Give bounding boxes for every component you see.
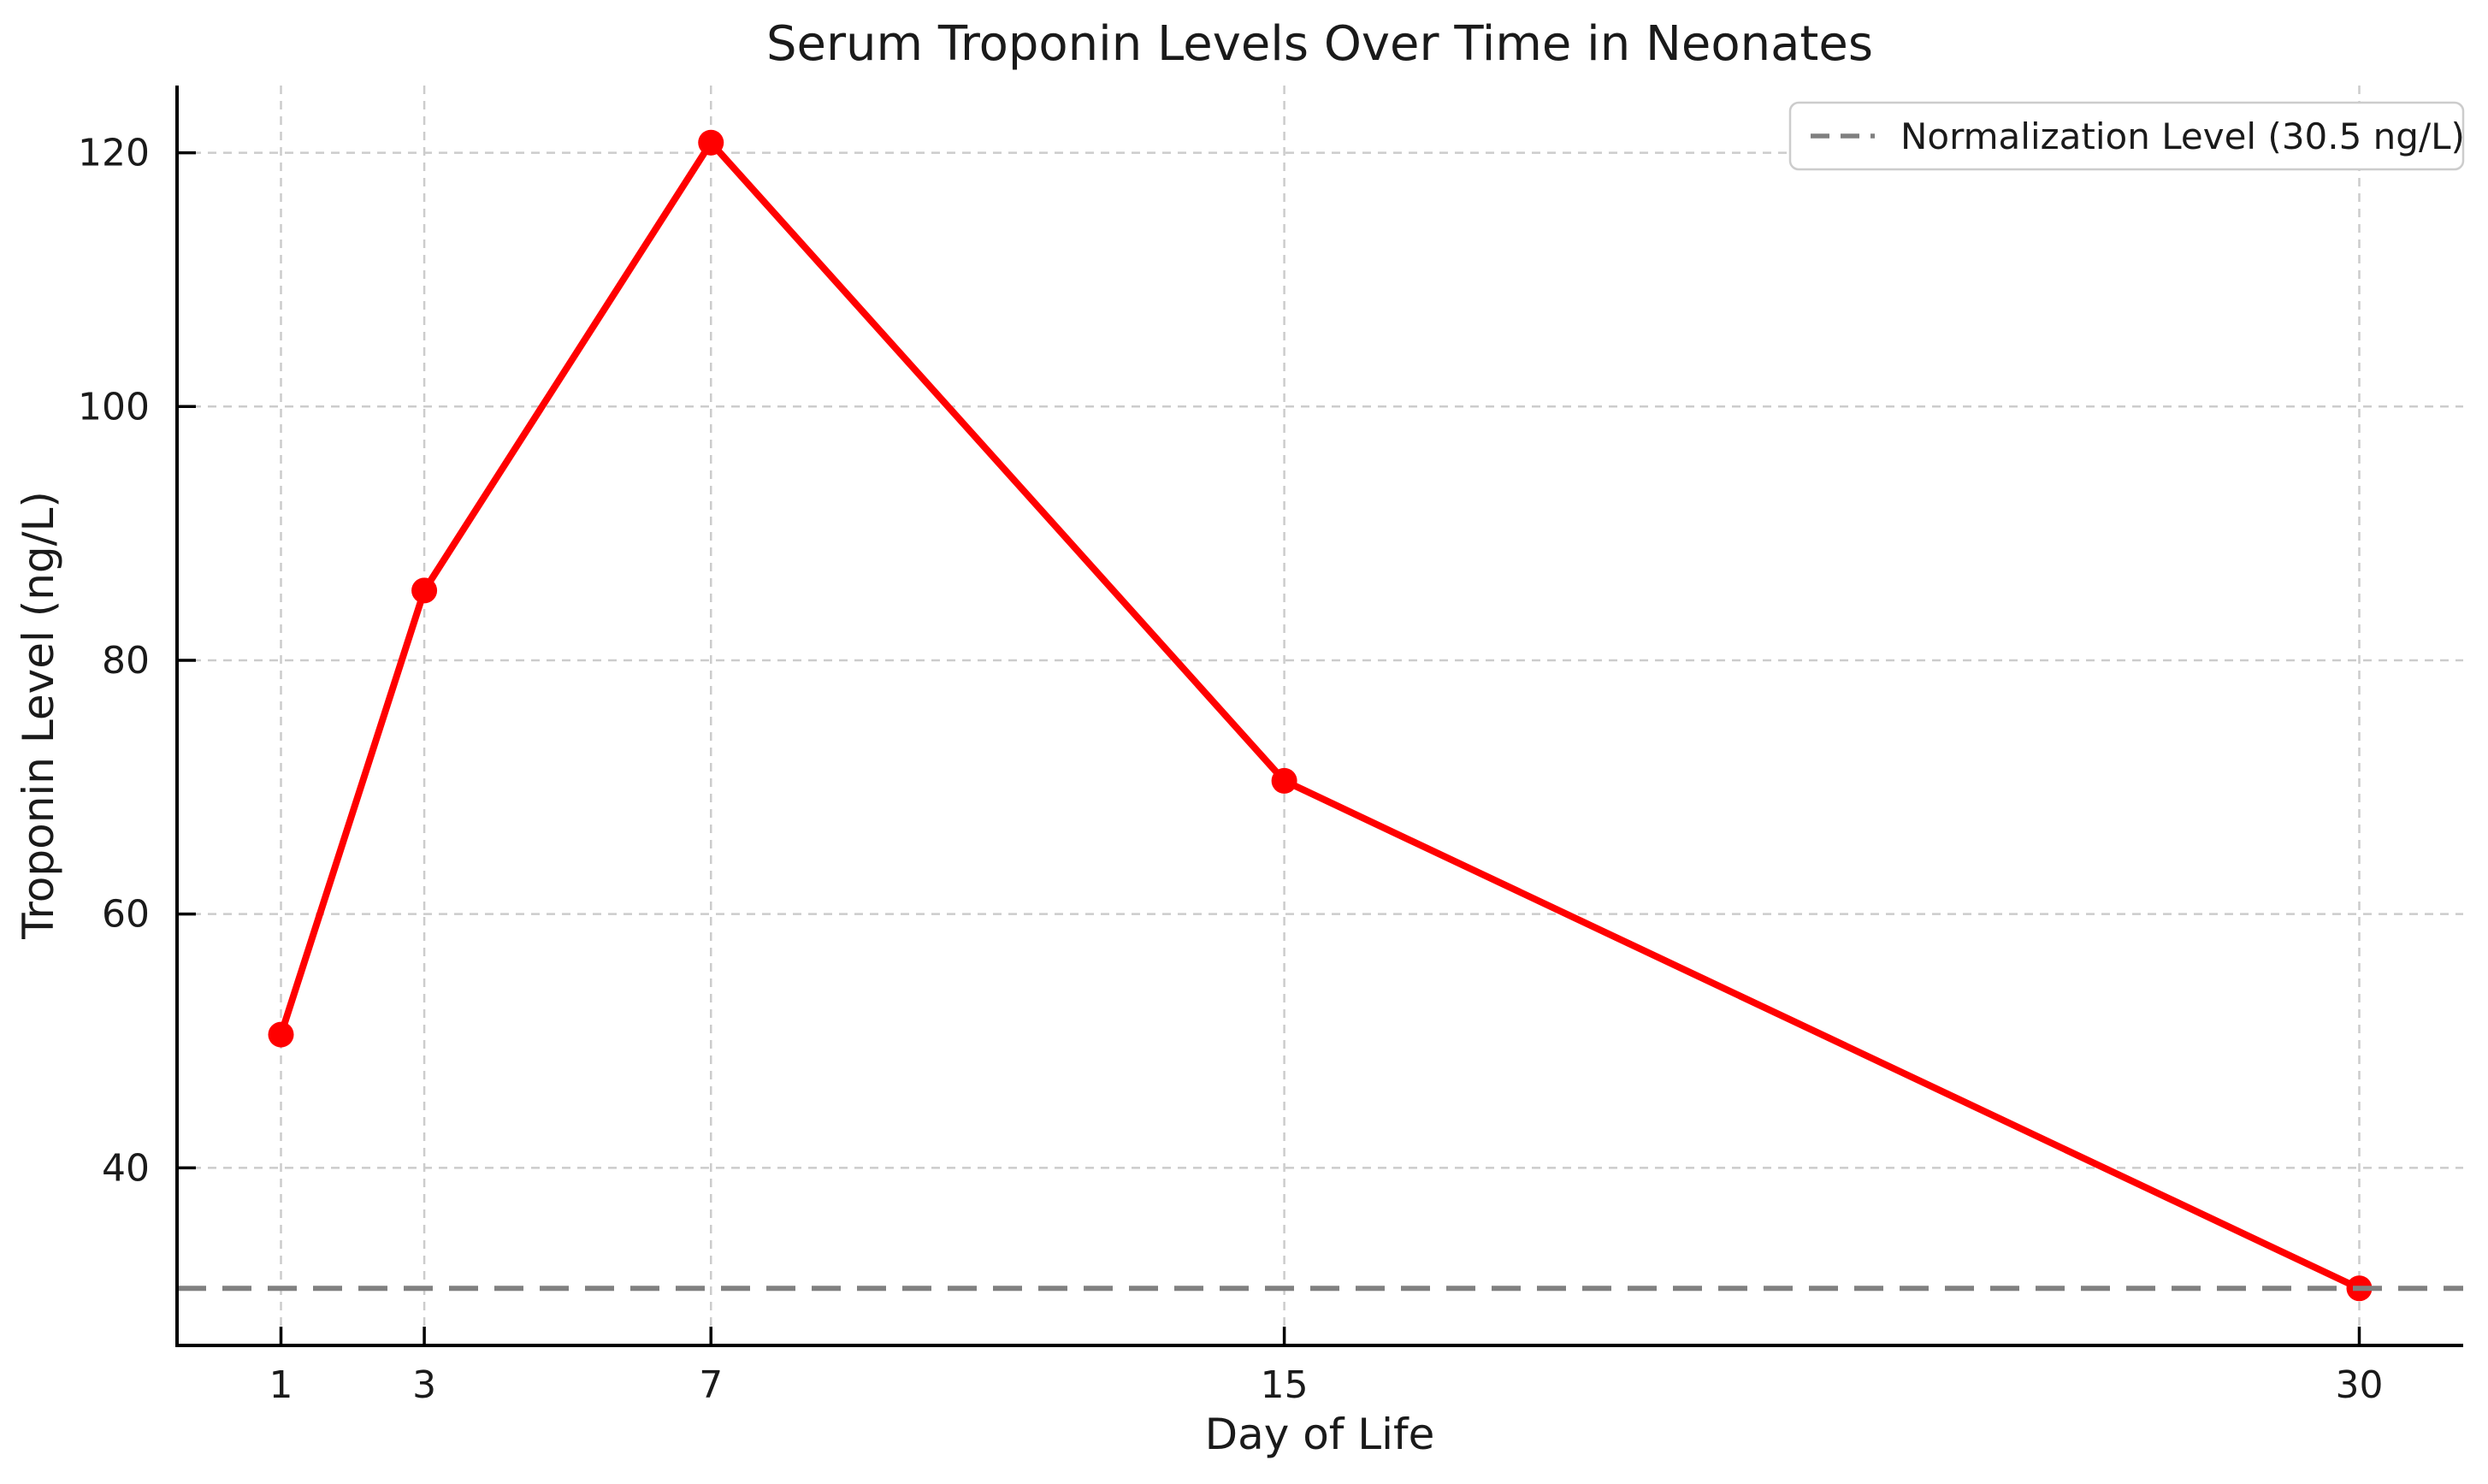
x-axis-label: Day of Life: [1205, 1410, 1435, 1459]
legend-label: Normalization Level (30.5 ng/L): [1900, 115, 2465, 157]
chart-title: Serum Troponin Levels Over Time in Neona…: [766, 16, 1873, 72]
data-point-marker: [411, 577, 438, 604]
y-tick-label: 80: [102, 639, 150, 683]
data-point-marker: [268, 1021, 294, 1048]
series-line: [277, 139, 2363, 1292]
axes-spines: [175, 86, 2463, 1347]
x-tick-label: 30: [2336, 1363, 2384, 1407]
x-tick-label: 1: [269, 1363, 293, 1407]
y-tick-label: 120: [78, 132, 150, 175]
y-axis-label: Troponin Level (ng/L): [14, 491, 63, 940]
y-tick-label: 60: [102, 893, 150, 937]
x-tick-label: 15: [1261, 1363, 1309, 1407]
y-tick-label: 40: [102, 1146, 150, 1190]
data-series: [268, 129, 2373, 1302]
legend-box: [1788, 101, 2465, 171]
tick-marks-and-labels: 1 3 7 15 30 40 60 80 100 120: [78, 132, 2383, 1407]
x-tick-label: 7: [699, 1363, 723, 1407]
data-point-marker: [1271, 767, 1297, 794]
x-tick-label: 3: [412, 1363, 436, 1407]
data-point-marker: [698, 129, 724, 156]
y-tick-label: 100: [78, 385, 150, 429]
gridlines: [177, 86, 2463, 1345]
legend: Normalization Level (30.5 ng/L): [1788, 101, 2465, 171]
